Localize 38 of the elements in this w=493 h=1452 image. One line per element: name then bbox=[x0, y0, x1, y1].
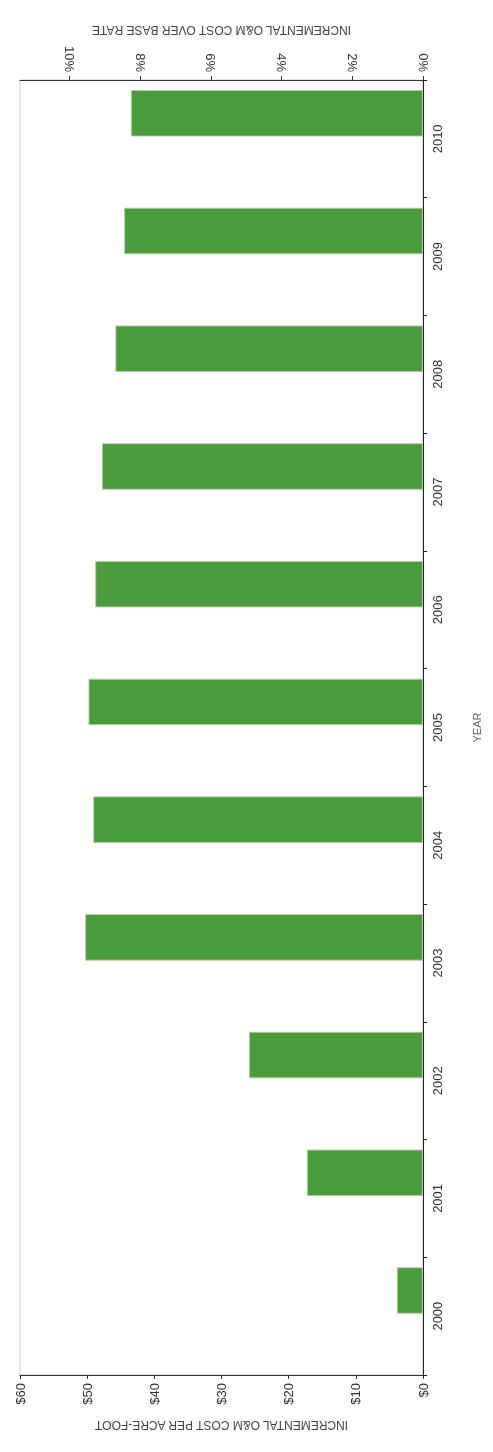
x2-tick-label: 0% bbox=[415, 53, 431, 73]
y-tick-label: 2000 bbox=[430, 1301, 445, 1331]
y-tick-label: 2008 bbox=[430, 359, 445, 389]
x-tick-label: $50 bbox=[79, 1383, 95, 1405]
x-tick-label: $20 bbox=[281, 1383, 297, 1405]
bar bbox=[85, 914, 423, 961]
x-axis-title: INCREMENTAL O&M COST PER ACRE-FOOT bbox=[94, 1418, 349, 1432]
bar bbox=[249, 1031, 423, 1079]
bar bbox=[396, 1267, 423, 1314]
y-axis-title: YEAR bbox=[470, 712, 483, 743]
bar bbox=[93, 796, 423, 843]
y-tick-label: 2001 bbox=[430, 1183, 445, 1213]
x-tick-label: $40 bbox=[146, 1383, 162, 1405]
y-tick-label: 2006 bbox=[430, 595, 445, 625]
bar bbox=[101, 443, 423, 490]
bar bbox=[130, 90, 423, 137]
y-tick-label: 2007 bbox=[430, 477, 445, 507]
x2-tick-label: 8% bbox=[132, 53, 148, 73]
bar bbox=[124, 207, 423, 255]
x2-tick-label: 6% bbox=[203, 53, 219, 73]
y-tick-label: 2009 bbox=[430, 242, 445, 272]
x-tick-label: $60 bbox=[12, 1383, 28, 1405]
y-tick-label: 2004 bbox=[430, 830, 445, 860]
bar bbox=[88, 678, 423, 726]
bar bbox=[306, 1149, 423, 1197]
y-tick-label: 2003 bbox=[430, 948, 445, 978]
bar bbox=[95, 560, 423, 608]
bar bbox=[115, 325, 423, 372]
x2-axis-title: INCREMENTAL O&M COST OVER BASE RATE bbox=[92, 23, 351, 37]
x2-tick-label: 2% bbox=[344, 53, 360, 73]
x-tick-label: $30 bbox=[214, 1383, 229, 1405]
x-tick-label: $0 bbox=[415, 1383, 431, 1398]
y-tick-label: 2010 bbox=[430, 124, 445, 154]
x-tick-label: $10 bbox=[348, 1383, 364, 1405]
y-tick-label: 2005 bbox=[430, 713, 445, 742]
x2-tick-label: 10% bbox=[61, 45, 77, 73]
y-tick-label: 2002 bbox=[430, 1066, 445, 1096]
x2-tick-label: 4% bbox=[274, 53, 290, 73]
